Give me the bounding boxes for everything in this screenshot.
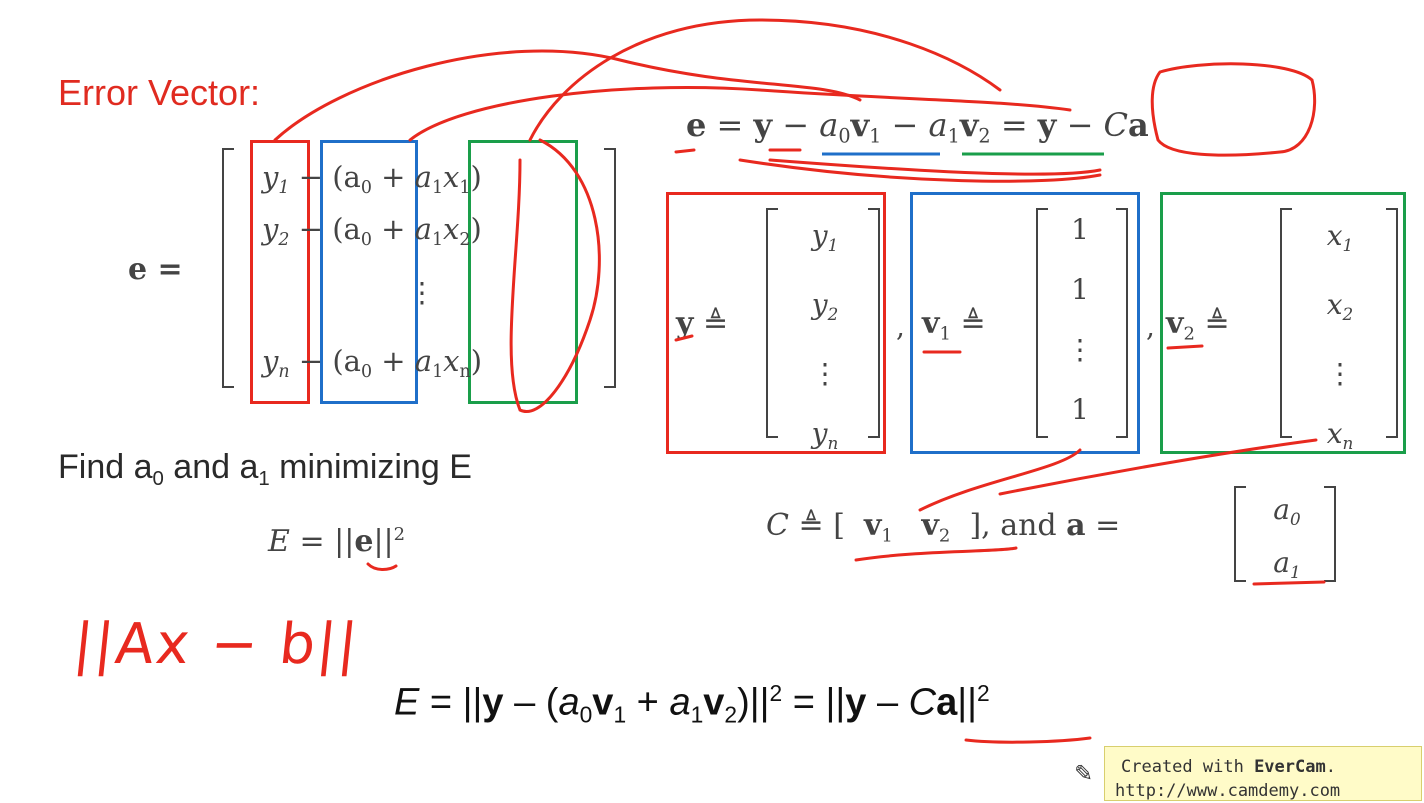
final-equation: E = ||y – (a0v1 + a1v2)||2 = ||y – Ca||2 (394, 680, 990, 728)
a0-column-box (320, 140, 418, 404)
arrow-a0-stroke (408, 85, 1072, 142)
e-row-n: yn − (a0 + a1xn) (262, 344, 483, 383)
v1-def-entries: 1 1 ⋮ 1 (1066, 213, 1094, 426)
error-vector-heading: Error Vector: (58, 72, 261, 113)
e-underline (366, 562, 398, 571)
a1x-column-box (468, 140, 578, 404)
e-row-2: y2 − (a0 + a1x2) (262, 212, 482, 251)
e-row-1: y1 − (a0 + a1x1) (262, 160, 482, 199)
find-instruction: Find a0 and a1 minimizing E (58, 448, 472, 491)
c-definition: C ≜ [ v1 v2 ], and a = (766, 508, 1121, 547)
comma-1: , (896, 310, 905, 343)
v2-def-left-bracket (1280, 208, 1292, 438)
c-underline (854, 546, 1326, 586)
v2-def-right-bracket (1386, 208, 1398, 438)
comma-2: , (1146, 310, 1155, 343)
E-definition: E = ||e||2 (268, 524, 406, 559)
y-def-entries: y1 y2 ⋮ yn (811, 219, 839, 453)
v2-def-label: v2 ≜ (1166, 306, 1230, 345)
watermark-line-1: Created with EverCam. (1121, 757, 1336, 777)
under-strokes (674, 148, 1102, 183)
c-arrows (918, 438, 1318, 512)
a-vec-right-bracket (1324, 486, 1336, 582)
final-underline (964, 736, 1092, 744)
e-def-lhs: e = (128, 252, 183, 287)
v1-def-label: v1 ≜ (922, 306, 986, 345)
watermark-line-2: http://www.camdemy.com (1115, 781, 1341, 801)
y-column-box (250, 140, 310, 404)
v1-def-box (910, 192, 1140, 454)
e-def-right-bracket (604, 148, 616, 388)
evercam-watermark: Created with EverCam. http://www.camdemy… (1075, 746, 1422, 801)
v2-def-box (1160, 192, 1406, 454)
decomposition-equation: e = y − a0v1 − a1v2 = y − Ca (686, 106, 1149, 148)
a-vec-left-bracket (1234, 486, 1246, 582)
y-def-box (666, 192, 886, 454)
y-def-label: y ≜ (676, 306, 729, 341)
e-def-left-bracket (222, 148, 234, 388)
y-def-right-bracket (868, 208, 880, 438)
arrow-y-stroke (273, 49, 862, 142)
arrow-x-loop (509, 18, 1002, 413)
pencil-icon: ✎ (1075, 755, 1092, 788)
y-def-left-bracket (766, 208, 778, 438)
under-y-def (674, 334, 1204, 354)
v1-def-right-bracket (1116, 208, 1128, 438)
v2-def-entries: x1 x2 ⋮ xn (1326, 219, 1354, 453)
v1-def-left-bracket (1036, 208, 1048, 438)
a-vec-entries: a0 a1 (1273, 493, 1301, 582)
e-vdots: ⋮ (408, 276, 436, 309)
circle-ca (1150, 62, 1317, 157)
